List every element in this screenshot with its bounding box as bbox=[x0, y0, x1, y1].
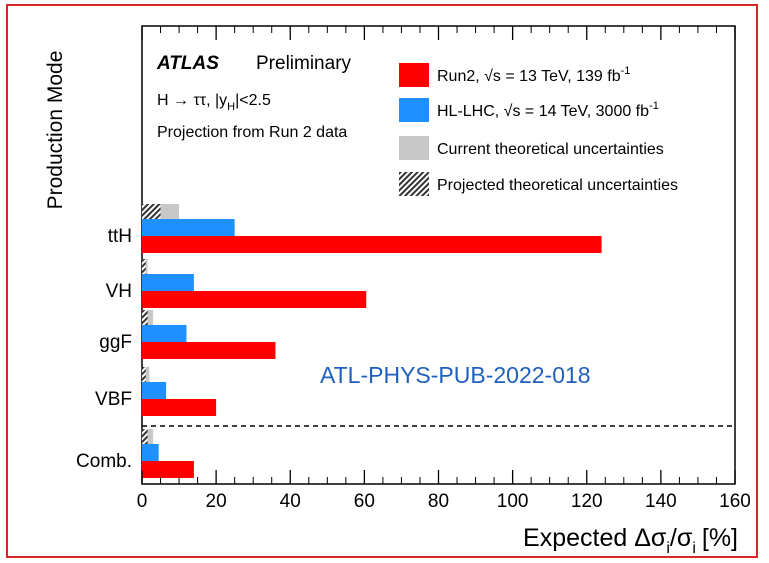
x-tick-label-0: 0 bbox=[137, 491, 148, 512]
legend-label-projected: Projected theoretical uncertainties bbox=[437, 177, 678, 194]
category-label-tth: ttH bbox=[108, 226, 132, 247]
legend-swatch-projected bbox=[399, 172, 429, 196]
x-tick-label-20: 20 bbox=[206, 491, 227, 512]
bar-projected-theory-ggf bbox=[142, 310, 148, 325]
x-tick-label-140: 140 bbox=[645, 491, 677, 512]
atlas-label: ATLAS bbox=[156, 53, 219, 74]
bars-group bbox=[142, 204, 602, 478]
bar-run2-comb bbox=[142, 461, 194, 478]
legend-label-current: Current theoretical uncertainties bbox=[437, 141, 664, 158]
bar-run2-vbf bbox=[142, 399, 217, 416]
legend-label-run2: Run2, √s = 13 TeV, 139 fb-1 bbox=[437, 65, 630, 85]
x-tick-label-60: 60 bbox=[354, 491, 375, 512]
bar-run2-tth bbox=[142, 236, 602, 253]
x-tick-label-120: 120 bbox=[571, 491, 603, 512]
bar-projected-theory-comb bbox=[142, 429, 148, 444]
plot-area bbox=[141, 25, 736, 485]
x-tick-label-100: 100 bbox=[497, 491, 529, 512]
channel-label: H → ττ, |yH|<2.5 bbox=[157, 92, 271, 113]
bar-hllhc-vbf bbox=[142, 382, 167, 399]
bar-hllhc-vh bbox=[142, 274, 194, 291]
x-axis-title: Expected Δσi/σi [%] bbox=[523, 524, 738, 557]
y-axis-title: Production Mode bbox=[44, 51, 67, 210]
bar-run2-ggf bbox=[142, 342, 276, 359]
legend-swatch-run2 bbox=[399, 63, 429, 87]
projection-label: Projection from Run 2 data bbox=[157, 124, 347, 141]
reference-note: ATL-PHYS-PUB-2022-018 bbox=[320, 362, 591, 388]
legend-swatch-current bbox=[399, 136, 429, 160]
category-labels-group: ttH VH ggF VBF Comb. bbox=[76, 226, 132, 472]
bar-hllhc-tth bbox=[142, 219, 235, 236]
bar-run2-vh bbox=[142, 291, 367, 308]
x-tick-label-160: 160 bbox=[719, 491, 751, 512]
legend: Run2, √s = 13 TeV, 139 fb-1 HL-LHC, √s =… bbox=[399, 63, 678, 196]
chart-frame bbox=[6, 4, 758, 558]
bar-hllhc-comb bbox=[142, 444, 159, 461]
category-label-comb: Comb. bbox=[76, 451, 132, 472]
bar-projected-theory-vbf bbox=[142, 367, 146, 382]
legend-label-hllhc: HL-LHC, √s = 14 TeV, 3000 fb-1 bbox=[437, 100, 659, 120]
x-tick-label-40: 40 bbox=[280, 491, 301, 512]
bar-projected-theory-tth bbox=[142, 204, 161, 219]
category-label-vh: VH bbox=[106, 281, 132, 302]
bar-projected-theory-vh bbox=[142, 259, 146, 274]
legend-swatch-hllhc bbox=[399, 98, 429, 122]
category-label-ggf: ggF bbox=[99, 332, 132, 353]
preliminary-label: Preliminary bbox=[256, 53, 352, 74]
category-label-vbf: VBF bbox=[95, 389, 132, 410]
bar-hllhc-ggf bbox=[142, 325, 187, 342]
x-tick-label-80: 80 bbox=[428, 491, 449, 512]
x-ticks-group: 0 20 40 60 80 100 120 140 160 bbox=[137, 26, 751, 512]
